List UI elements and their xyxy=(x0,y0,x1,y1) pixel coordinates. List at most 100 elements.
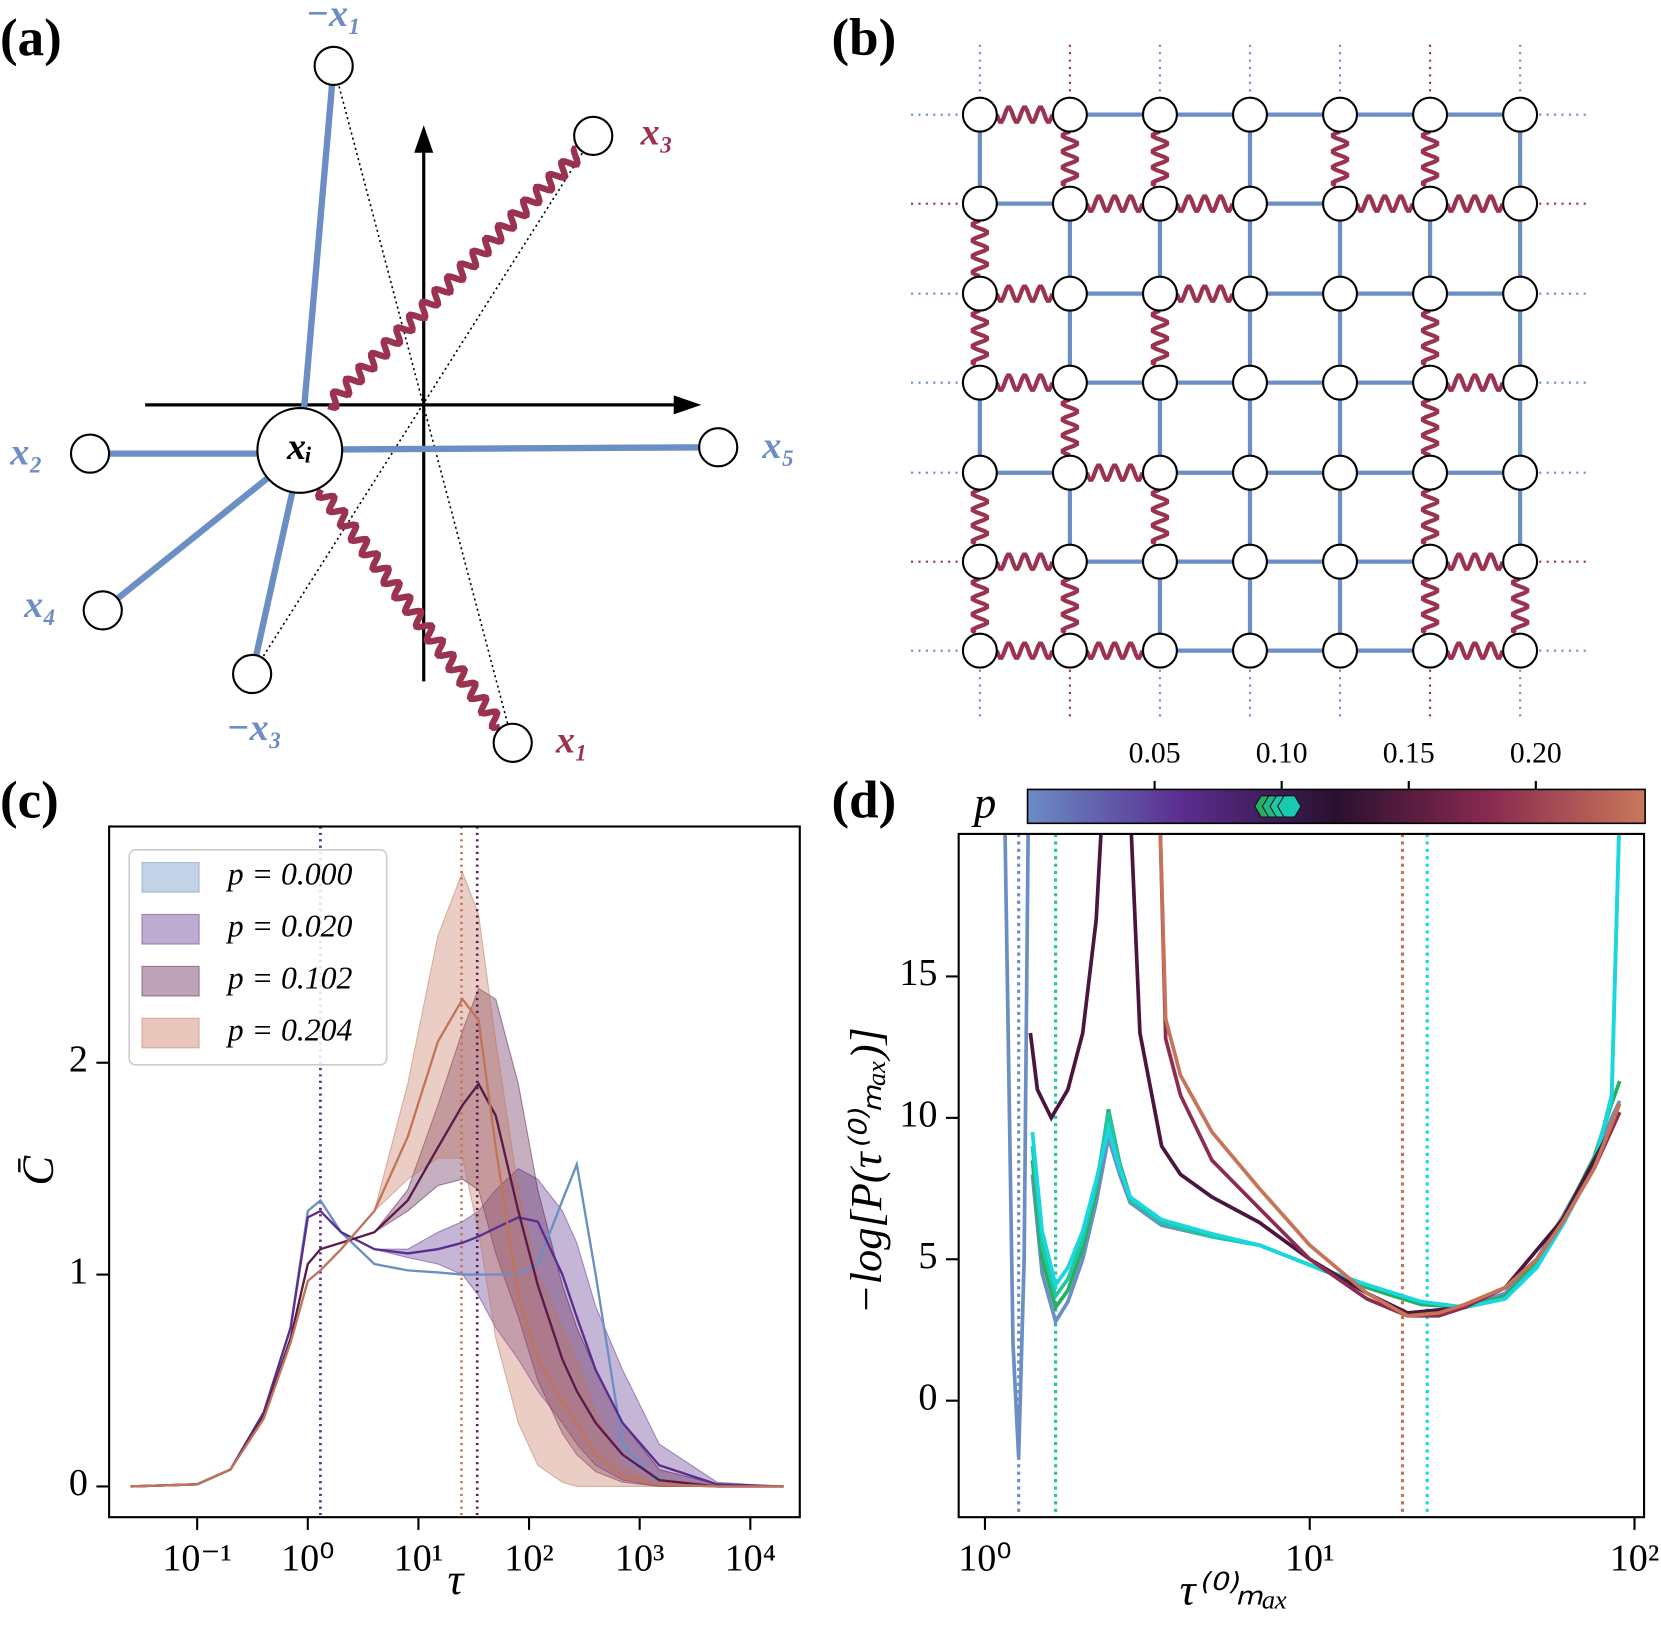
legend-label: p = 0.204 xyxy=(226,1012,353,1047)
y-tick-label: 1 xyxy=(69,1250,88,1292)
edge xyxy=(300,65,337,410)
series-line xyxy=(1030,833,1621,1310)
node xyxy=(1322,364,1359,401)
spring-edge xyxy=(1445,373,1505,392)
spring-edge xyxy=(1060,129,1080,188)
node-label: xᵢ xyxy=(286,426,313,468)
node xyxy=(573,115,614,156)
node xyxy=(1231,632,1268,669)
spring-edge xyxy=(1445,552,1505,571)
spring-edge xyxy=(1174,284,1235,303)
x-axis-label: τ xyxy=(448,1554,466,1604)
node xyxy=(961,96,998,133)
x-tick-label: 10² xyxy=(1610,1537,1660,1579)
node xyxy=(1141,454,1178,491)
node xyxy=(1231,96,1268,133)
colorbar-tick-label: 0.15 xyxy=(1383,737,1435,769)
node xyxy=(961,632,998,669)
node xyxy=(1231,364,1268,401)
node xyxy=(1051,454,1088,491)
legend-swatch xyxy=(141,913,200,945)
blue-edges xyxy=(90,65,719,675)
node xyxy=(1051,275,1088,312)
series-line xyxy=(130,1160,784,1488)
spring-edge xyxy=(970,487,990,546)
legend-swatch xyxy=(141,965,200,997)
node-label: x₁ xyxy=(555,720,588,762)
edge xyxy=(249,491,296,675)
spring-edge xyxy=(1150,129,1170,188)
node xyxy=(1141,275,1178,312)
node xyxy=(1412,96,1449,133)
legend-swatch xyxy=(141,861,200,893)
node xyxy=(961,543,998,580)
node xyxy=(1502,364,1539,401)
node xyxy=(69,433,111,474)
spring-edge xyxy=(1420,308,1440,367)
arrow-head xyxy=(673,395,702,415)
node xyxy=(961,275,998,312)
node xyxy=(1141,96,1178,133)
spring-edge xyxy=(1420,487,1440,546)
panel-label: (a) xyxy=(0,9,62,67)
node xyxy=(1322,96,1359,133)
spring-edge xyxy=(994,373,1055,392)
spring-edge xyxy=(970,576,990,635)
node xyxy=(1141,543,1178,580)
node xyxy=(1412,454,1449,491)
node xyxy=(1231,275,1268,312)
panel-label: (c) xyxy=(0,771,59,829)
spring-edge xyxy=(1084,463,1145,482)
legend-label: p = 0.000 xyxy=(226,857,353,892)
spring-edge xyxy=(1510,576,1530,635)
node-label: −x₃ xyxy=(227,707,282,749)
node xyxy=(1231,185,1268,222)
spring-edge xyxy=(1150,487,1170,546)
panel-label: (d) xyxy=(832,771,897,829)
spring-edge xyxy=(1150,308,1170,367)
colorbar xyxy=(1026,788,1646,825)
legend-box xyxy=(128,849,388,1066)
node xyxy=(1231,543,1268,580)
node xyxy=(1502,185,1539,222)
node xyxy=(1141,364,1178,401)
plot-frame xyxy=(957,832,1646,1519)
spring-edge xyxy=(1354,194,1415,213)
spring-edge xyxy=(315,488,501,732)
node xyxy=(1322,543,1359,580)
chart: (d) 10⁰ 10¹ 10² 0 5 10 15 τ⁽⁰⁾ₘₐₓ −log[P(τ⁽⁰⁾ₘₐₓ)… xyxy=(832,737,1660,1614)
node xyxy=(1322,454,1359,491)
node xyxy=(256,407,344,494)
node xyxy=(1051,632,1088,669)
spring-edge xyxy=(994,284,1055,303)
spring-edge xyxy=(994,641,1055,660)
node xyxy=(961,364,998,401)
node xyxy=(1051,543,1088,580)
series-line xyxy=(1158,833,1622,1318)
legend-label: p = 0.102 xyxy=(226,960,353,995)
node-label: x₂ xyxy=(9,431,42,473)
panel-label: (b) xyxy=(832,9,897,67)
x-tick-label: 10⁰ xyxy=(958,1537,1011,1579)
legend-swatch xyxy=(141,1017,200,1049)
colorbar-label: p xyxy=(971,778,996,828)
node xyxy=(82,590,123,631)
x-axis-label: τ⁽⁰⁾ₘₐₓ xyxy=(1180,1565,1289,1615)
node xyxy=(1322,275,1359,312)
colorbar-tick-label: 0.20 xyxy=(1510,737,1562,769)
node-label: x₃ xyxy=(640,112,673,154)
edge xyxy=(341,444,719,453)
x-tick-label: 10⁴ xyxy=(725,1537,776,1579)
y-tick-label: 0 xyxy=(918,1376,937,1418)
y-axis-label: −log[P(τ⁽⁰⁾ₘₐₓ)] xyxy=(841,1027,891,1314)
node xyxy=(1231,454,1268,491)
spring-edge xyxy=(1060,397,1080,458)
spring-edge xyxy=(1420,129,1440,188)
colorbar-tick-label: 0.10 xyxy=(1256,737,1308,769)
x-tick-label: 10² xyxy=(504,1537,554,1579)
node xyxy=(1141,632,1178,669)
x-tick-label: 10¹ xyxy=(394,1537,444,1579)
node xyxy=(1051,96,1088,133)
node xyxy=(698,427,739,468)
node xyxy=(1322,632,1359,669)
